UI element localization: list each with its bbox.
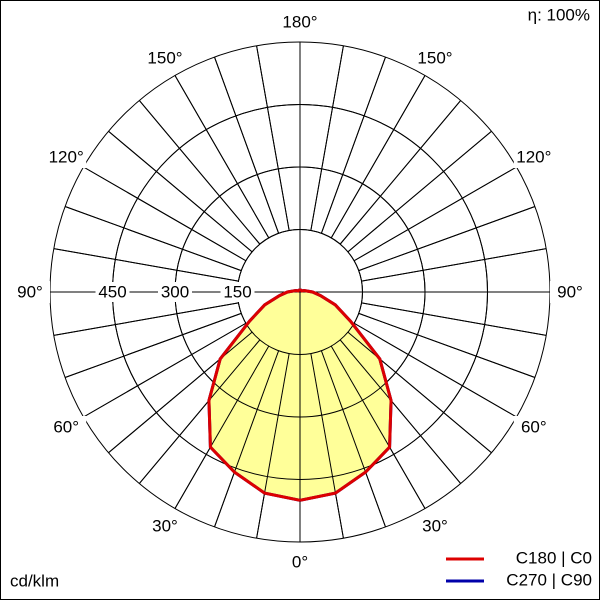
legend-label: C180 | C0	[516, 548, 592, 567]
angle-label: 60°	[521, 417, 547, 436]
angle-label: 150°	[147, 49, 182, 68]
spoke	[138, 100, 261, 245]
angle-label: 150°	[417, 49, 452, 68]
spoke	[330, 75, 426, 239]
spoke	[174, 75, 270, 239]
spoke	[320, 350, 386, 528]
spoke	[256, 353, 290, 539]
spoke	[108, 331, 253, 454]
angle-label: 120°	[49, 147, 84, 166]
spoke	[214, 350, 280, 528]
spoke	[53, 302, 239, 336]
label-bg	[46, 416, 87, 438]
label-bg	[280, 551, 320, 573]
label-bg	[145, 47, 185, 70]
spoke	[358, 206, 536, 272]
legend-label: C270 | C90	[506, 570, 592, 589]
spoke	[361, 302, 547, 336]
angle-label: 180°	[282, 12, 317, 31]
spoke	[320, 56, 386, 234]
r-tick-label: 300	[161, 282, 189, 301]
label-bg	[415, 514, 455, 537]
angle-label: 60°	[53, 417, 79, 436]
spoke	[339, 339, 462, 484]
spoke	[361, 248, 547, 282]
label-bg	[95, 282, 130, 302]
label-bg	[550, 281, 590, 303]
spoke	[256, 45, 290, 231]
spoke	[353, 322, 517, 418]
label-bg	[145, 514, 185, 537]
label-bg	[158, 282, 192, 302]
spoke	[339, 100, 462, 245]
r-tick-label: 150	[223, 282, 251, 301]
label-bg	[280, 11, 320, 33]
angle-label: 30°	[422, 516, 448, 535]
spoke	[310, 45, 344, 231]
unit-label: cd/klm	[10, 571, 59, 590]
spoke	[64, 312, 242, 378]
angle-label: 90°	[17, 282, 43, 301]
spoke	[353, 166, 517, 262]
label-bg	[10, 281, 50, 303]
label-bg	[415, 47, 455, 70]
r-tick-label: 450	[98, 282, 126, 301]
efficiency: η: 100%	[528, 5, 590, 24]
spoke	[214, 56, 280, 234]
spoke	[330, 345, 426, 509]
intensity-curve	[299, 288, 393, 502]
angle-label: 30°	[152, 516, 178, 535]
spoke	[108, 130, 253, 253]
intensity-curve	[207, 288, 301, 502]
spoke	[310, 353, 344, 539]
spoke	[174, 345, 270, 509]
label-bg	[513, 146, 554, 168]
label-bg	[220, 282, 255, 302]
spoke	[64, 206, 242, 272]
spoke	[347, 130, 492, 253]
label-bg	[46, 146, 87, 168]
spoke	[83, 322, 247, 418]
spoke	[53, 248, 239, 282]
spoke	[83, 166, 247, 262]
angle-label: 90°	[557, 282, 583, 301]
spoke	[358, 312, 536, 378]
spoke	[138, 339, 261, 484]
angle-label: 120°	[516, 147, 551, 166]
angle-label: 0°	[292, 552, 308, 571]
spoke	[347, 331, 492, 454]
label-bg	[513, 416, 554, 438]
